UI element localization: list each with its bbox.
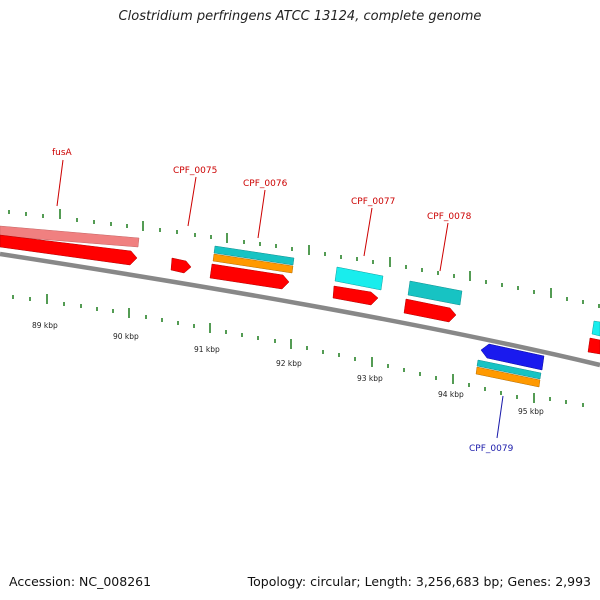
fusA-gene-bar[interactable] — [0, 225, 140, 248]
tick-label-89kbp: 89 kbp — [32, 321, 58, 330]
cpf-0077-cog-bar[interactable] — [334, 266, 384, 291]
tick-label-93kbp: 93 kbp — [357, 374, 383, 383]
tick-label-95kbp: 95 kbp — [518, 407, 544, 416]
gene-label-cpf-0076[interactable]: CPF_0076 — [243, 179, 288, 189]
cpf-0076-cds-arrow[interactable] — [209, 263, 290, 290]
cpf-0078-cds-arrow[interactable] — [403, 298, 457, 323]
partial-cog-bar[interactable] — [591, 320, 600, 337]
cpf-0079-cds-arrow[interactable] — [480, 343, 545, 371]
accession-text: Accession: NC_008261 — [9, 574, 152, 589]
map-title: Clostridium perfringens ATCC 13124, comp… — [118, 9, 482, 24]
cpf-0077-cds-arrow[interactable] — [332, 285, 379, 306]
gene-label-cpf-0077[interactable]: CPF_0077 — [351, 197, 395, 207]
inner-ticks — [12, 294, 584, 407]
cpf-0079-cog-bar[interactable] — [476, 359, 542, 380]
tick-label-90kbp: 90 kbp — [113, 332, 139, 341]
cpf-0078-cog-bar[interactable] — [407, 280, 463, 306]
gene-label-cpf-0075[interactable]: CPF_0075 — [173, 166, 217, 176]
tick-label-94kbp: 94 kbp — [438, 390, 464, 399]
cpf-0076-cog-bar[interactable] — [213, 245, 295, 266]
gene-label-cpf-0079[interactable]: CPF_0079 — [469, 444, 514, 454]
gene-label-fusA[interactable]: fusA — [52, 148, 73, 158]
genome-summary-text: Topology: circular; Length: 3,256,683 bp… — [247, 574, 591, 589]
gene-label-cpf-0078[interactable]: CPF_0078 — [427, 212, 472, 222]
genome-backbone — [0, 251, 600, 368]
partial-cds-bar[interactable] — [587, 337, 600, 355]
label-leaders — [56, 159, 504, 439]
cpf-0075-cds-arrow[interactable] — [170, 257, 192, 274]
tick-label-91kbp: 91 kbp — [194, 345, 220, 354]
outer-ticks — [8, 209, 600, 308]
cpf-0076-cog-bar-orange[interactable] — [212, 253, 294, 274]
fusA-cds-arrow[interactable] — [0, 234, 138, 266]
tick-label-92kbp: 92 kbp — [276, 359, 302, 368]
cpf-0079-cog-bar-orange[interactable] — [475, 366, 541, 388]
